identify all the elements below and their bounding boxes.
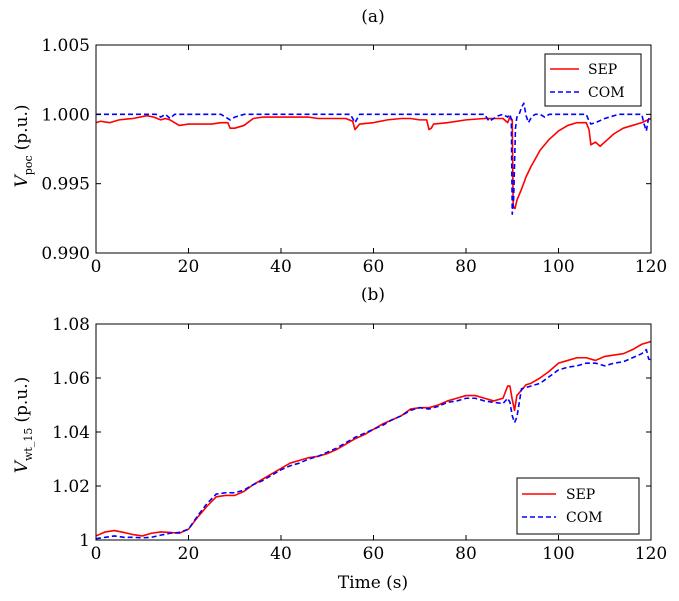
panel-b-ytick-label: 1.02 bbox=[52, 477, 90, 497]
panel-b-xtick-label: 0 bbox=[91, 544, 102, 564]
panel-a-plot-area: 0 20 40 60 80 100 120 0.990 0.995 1.000 1.005 bbox=[41, 36, 667, 277]
panel-a-xtick-label: 80 bbox=[455, 257, 477, 277]
panel-a-ytick-label: 1.005 bbox=[41, 36, 90, 56]
panel-b-ylabel: Vwt_15(p.u.) bbox=[12, 377, 35, 474]
panel-b-xtick-label: 120 bbox=[635, 544, 667, 564]
panel-b-legend-com-label: COM bbox=[566, 510, 603, 526]
panel-a: (a) 0 20 40 60 80 100 1200.9900.9951.0001.005 … bbox=[12, 7, 667, 277]
panel-a-xtick-label: 20 bbox=[178, 257, 200, 277]
panel-a-xtick-label: 0 bbox=[91, 257, 102, 277]
panel-a-ytick-label: 0.995 bbox=[41, 175, 90, 195]
panel-a-xtick-label: 120 bbox=[635, 257, 667, 277]
panel-a-label: (a) bbox=[361, 7, 384, 27]
panel-b-legend-box bbox=[516, 477, 640, 535]
panel-b-ytick-label: 1 bbox=[79, 531, 90, 551]
panel-b-xtick-label: 20 bbox=[178, 544, 200, 564]
panel-b-plot-area: 0 20 40 60 80 100 120 1 1.02 1.04 1.06 1.08 bbox=[52, 315, 667, 564]
panel-b-ytick-label: 1.06 bbox=[52, 369, 90, 389]
panel-a-legend-sep-label: SEP bbox=[588, 62, 617, 78]
panel-a-xtick-label: 40 bbox=[270, 257, 292, 277]
panel-b: (b) 0 20 40 60 80 100 120 1 1.02 1.04 1.06 1.08 Vwt… bbox=[12, 285, 667, 593]
panel-a-ylabel: Vpoc(p.u.) bbox=[12, 104, 35, 187]
panel-b-xtick-label: 80 bbox=[455, 544, 477, 564]
panel-b-xlabel: Time (s) bbox=[338, 573, 408, 593]
panel-b-label: (b) bbox=[361, 285, 385, 305]
panel-b-xtick-label: 100 bbox=[542, 544, 574, 564]
panel-b-xtick-label: 60 bbox=[363, 544, 385, 564]
panel-a-xtick-label: 100 bbox=[542, 257, 574, 277]
panel-b-legend: SEP COM bbox=[516, 477, 640, 535]
panel-b-ytick-label: 1.08 bbox=[52, 315, 90, 335]
panel-a-ytick-label: 0.990 bbox=[41, 244, 90, 264]
panel-b-legend-sep-label: SEP bbox=[566, 487, 595, 503]
panel-a-legend-com-label: COM bbox=[588, 85, 625, 101]
panel-a-xtick-label: 60 bbox=[363, 257, 385, 277]
panel-a-legend-box bbox=[544, 53, 642, 107]
panel-a-series-sep-line bbox=[96, 114, 651, 210]
panel-b-ytick-label: 1.04 bbox=[52, 423, 90, 443]
panel-a-series-com-line bbox=[96, 102, 651, 215]
panel-b-xtick-label: 40 bbox=[270, 544, 292, 564]
panel-a-legend: SEP COM bbox=[544, 53, 642, 107]
panel-a-ytick-label: 1.000 bbox=[41, 105, 90, 125]
